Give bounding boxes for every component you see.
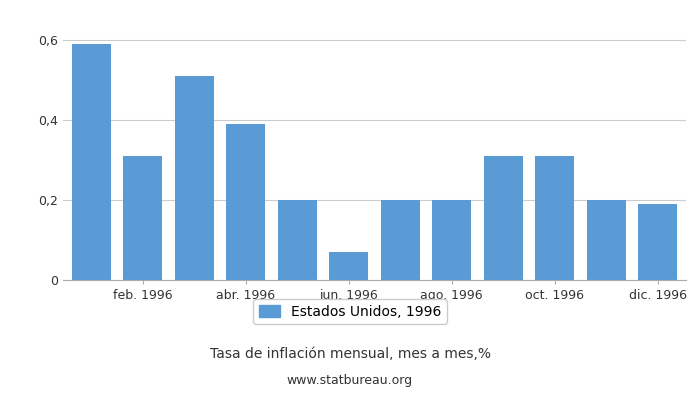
Bar bbox=[587, 200, 626, 280]
Bar bbox=[330, 252, 368, 280]
Text: Tasa de inflación mensual, mes a mes,%: Tasa de inflación mensual, mes a mes,% bbox=[209, 347, 491, 361]
Bar bbox=[536, 156, 574, 280]
Bar bbox=[278, 200, 316, 280]
Bar bbox=[381, 200, 419, 280]
Bar bbox=[638, 204, 677, 280]
Bar bbox=[227, 124, 265, 280]
Text: www.statbureau.org: www.statbureau.org bbox=[287, 374, 413, 387]
Bar bbox=[484, 156, 522, 280]
Bar bbox=[433, 200, 471, 280]
Legend: Estados Unidos, 1996: Estados Unidos, 1996 bbox=[253, 299, 447, 324]
Bar bbox=[72, 44, 111, 280]
Bar bbox=[175, 76, 214, 280]
Bar bbox=[123, 156, 162, 280]
